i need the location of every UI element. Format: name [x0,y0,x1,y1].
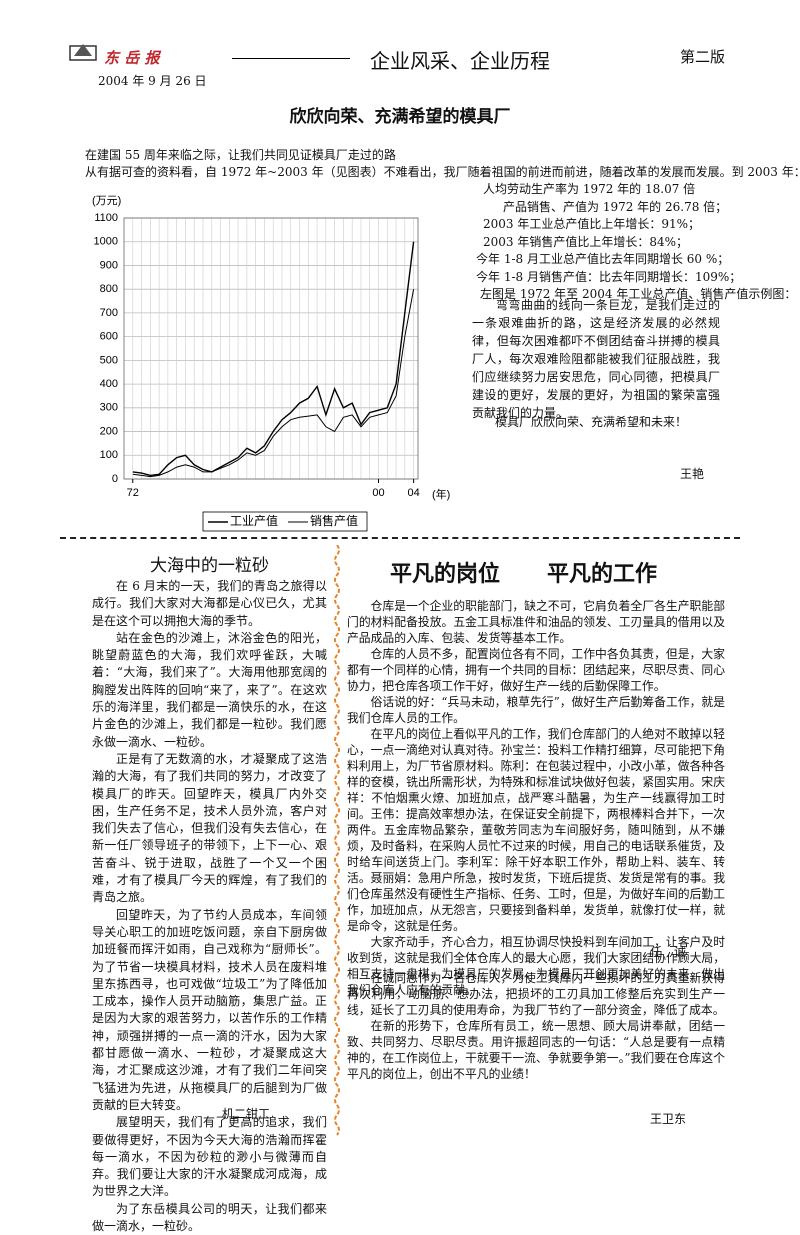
y-tick-label: 200 [100,425,118,437]
chart: 0100200300400500600700800900100011007277… [92,195,450,532]
series-line [132,241,415,477]
stat-line: 今年 1-8 月销售产值：比去年同期增长：109%； [476,269,742,284]
paper-name: 东 岳 报 [104,49,160,67]
stat-line: 左图是 1972 年至 2004 年工业总产值、销售产值示例图： [480,287,797,301]
closing: 模具厂欣欣向荣、充满希望和未来！ [495,415,688,429]
y-tick-label: 100 [100,449,118,461]
paragraph: 仓库是一个企业的职能部门，缺之不可，它肩负着全厂各生产职能部门的材料配备投放。五… [347,599,725,645]
y-tick-label: 0 [112,473,118,485]
author: 王卫东 [650,1112,687,1126]
author: 机二钳工 [222,1107,271,1121]
right-title: 平凡的工作 [547,562,658,587]
paragraph: 大家齐动手，齐心合力，相互协调尽快投料到车间加工，让客户及时收到货，这就是我们全… [347,935,725,997]
paragraph: 在 6 月末的一天，我们的青岛之旅得以成行。我们大家对大海都是心仪已久，尤其是在… [92,579,327,628]
paragraph: 任诚同志作为一名仓库人，为使工具库内一些损坏的工刃具重新获得再次利用，动脑筋、想… [347,971,725,1017]
y-tick-label: 700 [100,307,118,319]
y-tick-label: 1000 [94,236,118,248]
left-title: 大海中的一粒砂 [150,556,269,576]
author: 王艳 [680,467,705,481]
paragraph: 为了东岳模具公司的明天，让我们都来做一滴水，一粒砂。 [92,1201,327,1233]
paragraph: 站在金色的沙滩上，沐浴金色的阳光，眺望蔚蓝色的大海，我们欢呼雀跃，大喊着：“大海… [92,630,327,749]
section-divider [60,537,740,539]
legend-label: 销售产值 [310,513,358,528]
stat-line: 人均劳动生产率为 1972 年的 18.07 倍 [483,182,696,196]
y-tick-label: 900 [100,259,118,271]
author: 任 诚 [650,945,687,959]
y-tick-label: 600 [100,331,118,343]
paragraph: 回望昨天，为了节约人员成本，车间领导关心职工的加班吃饭问题，亲自下厨房做加班餐而… [92,907,327,1112]
y-tick-label: 400 [100,378,118,390]
paragraph: 在新的形势下，仓库所有员工，统一思想、顾大局讲奉献，团结一致、共同努力、尽职尽责… [347,1019,725,1081]
y-tick-label: 300 [100,402,118,414]
x-tick-label: 00 [372,487,384,499]
column-name: 企业风采、企业历程 [370,49,550,73]
x-tick-label: 72 [127,487,139,499]
main-title: 欣欣向荣、充满希望的模具厂 [289,107,511,127]
legend-label: 工业产值 [230,513,278,528]
header-rule [232,58,350,59]
y-axis-label: (万元) [92,195,121,207]
series-line [132,289,415,478]
x-axis-label: (年) [432,487,450,501]
intro: 在建国 55 周年来临之际，让我们共同见证模具厂走过的路 [85,148,396,162]
stat-line: 2003 年工业总产值比上年增长：91%； [483,217,701,231]
stat-line: 2003 年销售产值比上年增长：84%； [483,234,689,249]
y-tick-label: 1100 [94,212,118,224]
intro: 从有据可查的资料看，自 1972 年~2003 年（见图表）不难看出，我厂随着祖… [85,165,800,179]
y-tick-label: 500 [100,354,118,366]
legend-box [202,511,368,532]
stat-line: 产品销售、产值为 1972 年的 26.78 倍； [503,199,728,214]
x-tick-label: 04 [407,487,419,499]
paragraph: 俗话说的好：“兵马未动，粮草先行”，做好生产后勤筹备工作，就是我们仓库人员的工作… [347,695,725,725]
y-tick-label: 800 [100,283,118,295]
paragraph: 仓库的人员不多，配置岗位各有不同，工作中各负其责，但是，大家都有一个同样的心情，… [347,647,725,693]
logo [69,44,97,61]
column-divider [334,545,340,1136]
stat-line: 今年 1-8 月工业总产值比去年同期增长 60 %； [476,252,730,266]
right-body: 任诚同志作为一名仓库人，为使工具库内一些损坏的工刃具重新获得再次利用，动脑筋、想… [347,970,725,1082]
right-title: 平凡的岗位 [390,562,501,587]
page: { "header": {"paper": "东 岳 报", "column":… [60,44,800,1233]
left-body: 在 6 月末的一天，我们的青岛之旅得以成行。我们大家对大海都是心仪已久，尤其是在… [92,578,327,1235]
right-body: 仓库是一个企业的职能部门，缺之不可，它肩负着全厂各生产职能部门的材料配备投放。五… [347,598,725,998]
main-paragraph: 弯弯曲曲的线向一条巨龙，是我们走过的一条艰难曲折的路，这是经济发展的必然规律，但… [472,296,720,422]
plot-frame [123,217,419,480]
paragraph: 弯弯曲曲的线向一条巨龙，是我们走过的一条艰难曲折的路，这是经济发展的必然规律，但… [472,298,720,420]
paragraph: 展望明天，我们有了更高的追求，我们要做得更好，不因为今天大海的浩瀚而挥霍每一滴水… [92,1115,327,1199]
date: 2004 年 9 月 26 日 [98,74,207,88]
paragraph: 正是有了无数滴的水，才凝聚成了这浩瀚的大海，有了我们共同的努力，才改变了模具厂的… [92,751,327,905]
edition: 第二版 [680,48,726,66]
paragraph: 在平凡的岗位上看似平凡的工作，我们仓库部门的人绝对不敢掉以轻心，一点一滴绝对认真… [347,727,725,933]
